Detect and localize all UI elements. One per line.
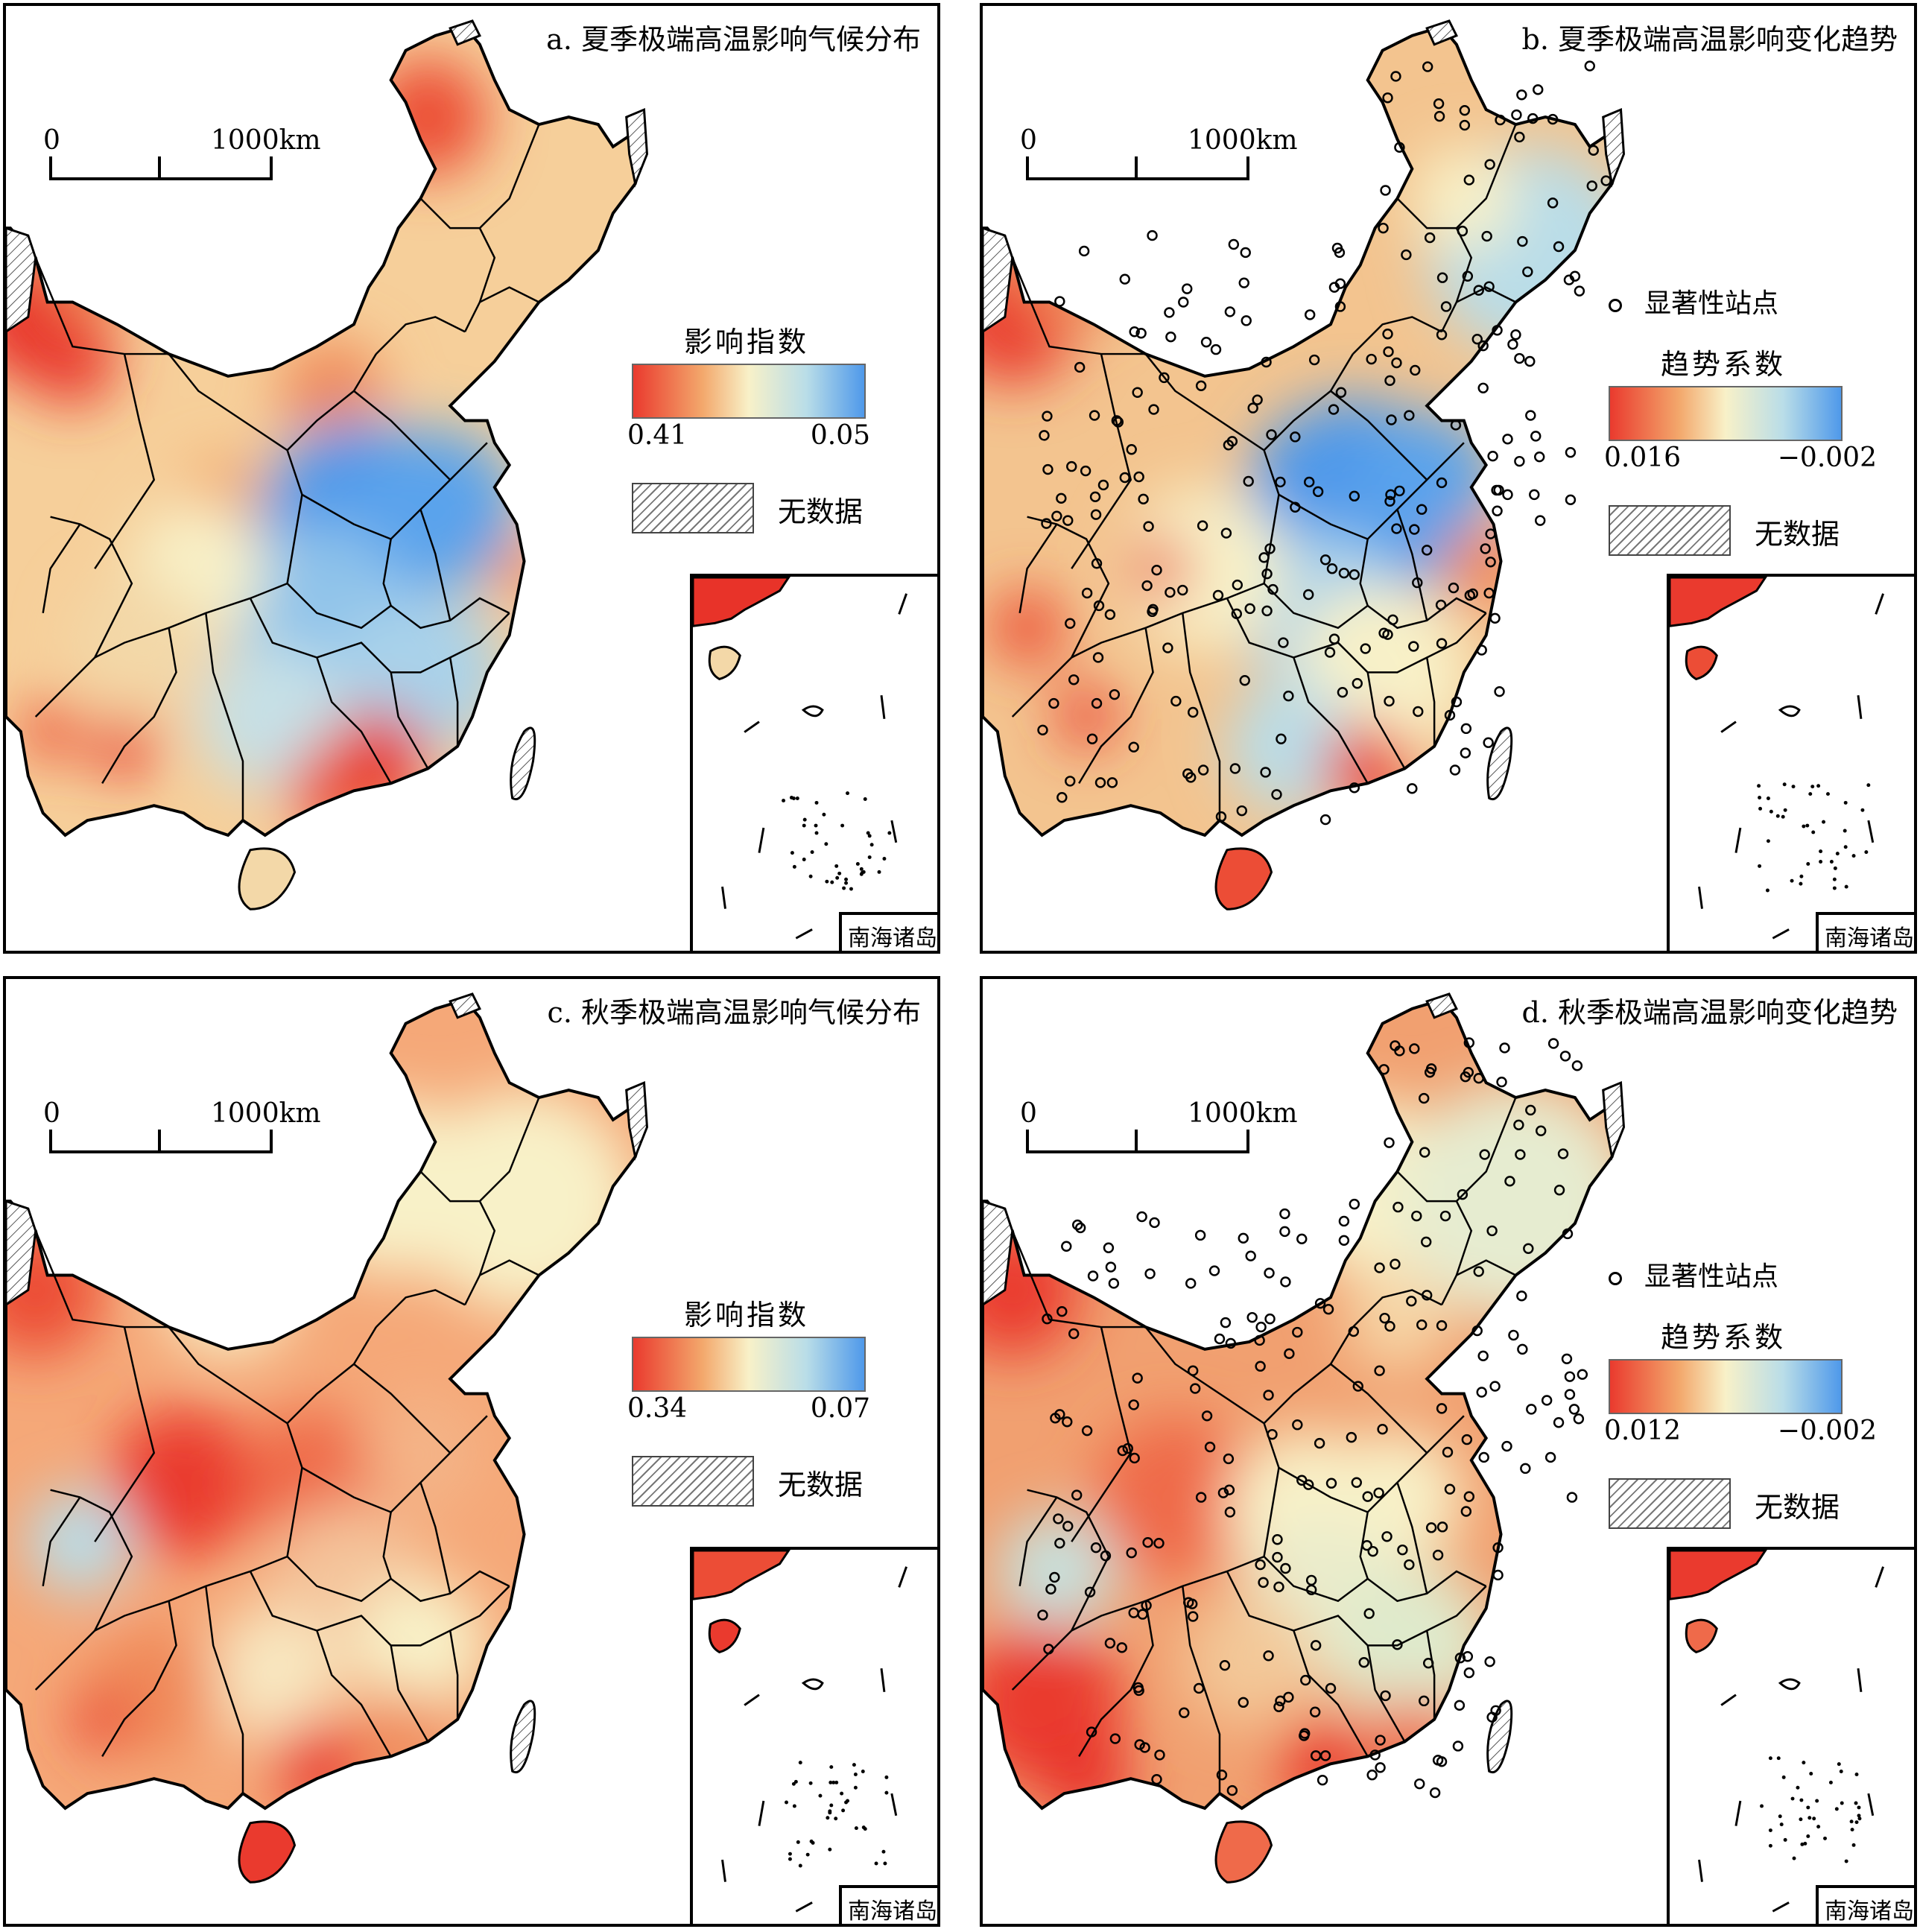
no-data-swatch xyxy=(632,483,754,533)
color-ramp xyxy=(632,364,866,419)
scale-tick xyxy=(49,1130,52,1150)
map-panel-d: d. 秋季极端高温影响变化趋势 0 1000km 显著性站点 趋势系数 0.01… xyxy=(980,976,1917,1927)
legend-max-label: −0.002 xyxy=(1777,443,1877,473)
scale-bar: 0 1000km xyxy=(1020,125,1298,192)
significant-station-label: 显著性站点 xyxy=(1644,288,1779,319)
country-border xyxy=(6,998,646,1811)
south-china-sea-inset: 南海诸岛 xyxy=(1667,574,1914,951)
legend-title: 趋势系数 xyxy=(1661,1321,1787,1354)
no-data-label: 无数据 xyxy=(778,495,864,528)
taiwan-island xyxy=(1214,1700,1513,1884)
scale-start-label: 0 xyxy=(1020,1098,1037,1129)
scale-tick xyxy=(1135,156,1138,177)
country-border xyxy=(983,998,1623,1811)
south-china-sea-inset: 南海诸岛 xyxy=(690,574,937,951)
china-map xyxy=(983,992,1626,1884)
south-china-sea-inset: 南海诸岛 xyxy=(690,1547,937,1924)
scale-tick xyxy=(270,1130,273,1150)
significant-station-label: 显著性站点 xyxy=(1644,1261,1779,1292)
legend-max-label: −0.002 xyxy=(1777,1416,1877,1446)
scale-tick xyxy=(158,156,161,177)
scale-line xyxy=(49,1150,273,1153)
panel-title: a. 夏季极端高温影响气候分布 xyxy=(546,23,921,56)
no-data-hatch xyxy=(983,19,1626,334)
panel-title: b. 夏季极端高温影响变化趋势 xyxy=(1521,23,1898,56)
legend-title: 影响指数 xyxy=(684,1299,810,1331)
station-markers xyxy=(1037,60,1612,826)
inset-label: 南海诸岛 xyxy=(1816,912,1914,951)
scale-end-label: 1000km xyxy=(1188,1098,1298,1129)
scale-tick xyxy=(1026,156,1029,177)
south-china-sea-inset: 南海诸岛 xyxy=(1667,1547,1914,1924)
taiwan-island xyxy=(1214,726,1513,910)
legend-max-label: 0.05 xyxy=(810,420,870,451)
inset-label: 南海诸岛 xyxy=(1816,1885,1914,1924)
scale-tick xyxy=(1026,1130,1029,1150)
station-markers xyxy=(1037,1037,1588,1799)
no-data-label: 无数据 xyxy=(1755,518,1840,551)
color-ramp xyxy=(1609,1359,1843,1414)
scale-bar: 0 1000km xyxy=(43,125,321,192)
no-data-label: 无数据 xyxy=(1755,1491,1840,1524)
country-border xyxy=(6,25,646,837)
scale-start-label: 0 xyxy=(43,1098,60,1129)
scale-bar: 0 1000km xyxy=(43,1098,321,1165)
no-data-hatch xyxy=(6,19,649,334)
inset-map xyxy=(693,1550,907,1913)
map-panel-a: a. 夏季极端高温影响气候分布 0 1000km 影响指数 0.41 0.05 … xyxy=(3,3,940,954)
scale-line xyxy=(49,177,273,180)
china-map xyxy=(6,19,649,910)
inset-label: 南海诸岛 xyxy=(839,912,937,951)
province-borders xyxy=(1011,124,1517,821)
scale-end-label: 1000km xyxy=(1188,125,1298,156)
scale-start-label: 0 xyxy=(1020,125,1037,156)
no-data-label: 无数据 xyxy=(778,1469,864,1501)
station-circle-icon xyxy=(1609,299,1622,312)
scale-tick xyxy=(270,156,273,177)
scale-tick xyxy=(158,1130,161,1150)
no-data-swatch xyxy=(1609,505,1731,556)
no-data-hatch xyxy=(983,992,1626,1307)
legend-max-label: 0.07 xyxy=(810,1393,870,1424)
inset-map xyxy=(693,577,907,940)
scale-tick xyxy=(1135,1130,1138,1150)
significant-station-legend: 显著性站点 xyxy=(1609,282,1778,320)
scale-start-label: 0 xyxy=(43,125,60,156)
legend-title: 影响指数 xyxy=(684,326,810,358)
map-panel-c: c. 秋季极端高温影响气候分布 0 1000km 影响指数 0.34 0.07 … xyxy=(3,976,940,1927)
legend-min-label: 0.012 xyxy=(1604,1416,1682,1446)
inset-map xyxy=(1670,1550,1884,1913)
taiwan-island xyxy=(238,1700,536,1884)
no-data-hatch xyxy=(6,992,649,1307)
legend-min-label: 0.34 xyxy=(627,1393,688,1424)
station-circle-icon xyxy=(1609,1272,1622,1285)
scale-tick xyxy=(1246,1130,1249,1150)
no-data-swatch xyxy=(632,1456,754,1507)
panel-title: d. 秋季极端高温影响变化趋势 xyxy=(1521,996,1898,1029)
color-ramp xyxy=(1609,386,1843,441)
scale-bar: 0 1000km xyxy=(1020,1098,1298,1165)
china-map xyxy=(983,19,1626,910)
province-borders xyxy=(34,1097,540,1794)
legend-min-label: 0.016 xyxy=(1604,443,1682,473)
scale-end-label: 1000km xyxy=(211,125,321,156)
no-data-swatch xyxy=(1609,1478,1731,1529)
color-ramp xyxy=(632,1337,866,1392)
scale-end-label: 1000km xyxy=(211,1098,321,1129)
taiwan-island xyxy=(238,726,536,910)
legend-min-label: 0.41 xyxy=(627,420,688,451)
inset-map xyxy=(1670,577,1884,940)
china-map xyxy=(6,992,649,1884)
scale-line xyxy=(1026,177,1249,180)
scale-tick xyxy=(49,156,52,177)
province-borders xyxy=(34,124,540,821)
province-borders xyxy=(1011,1097,1517,1794)
map-panel-b: b. 夏季极端高温影响变化趋势 0 1000km 显著性站点 趋势系数 0.01… xyxy=(980,3,1917,954)
inset-label: 南海诸岛 xyxy=(839,1885,937,1924)
panel-title: c. 秋季极端高温影响气候分布 xyxy=(547,996,921,1029)
scale-tick xyxy=(1246,156,1249,177)
legend-title: 趋势系数 xyxy=(1661,348,1787,381)
significant-station-legend: 显著性站点 xyxy=(1609,1255,1778,1293)
scale-line xyxy=(1026,1150,1249,1153)
